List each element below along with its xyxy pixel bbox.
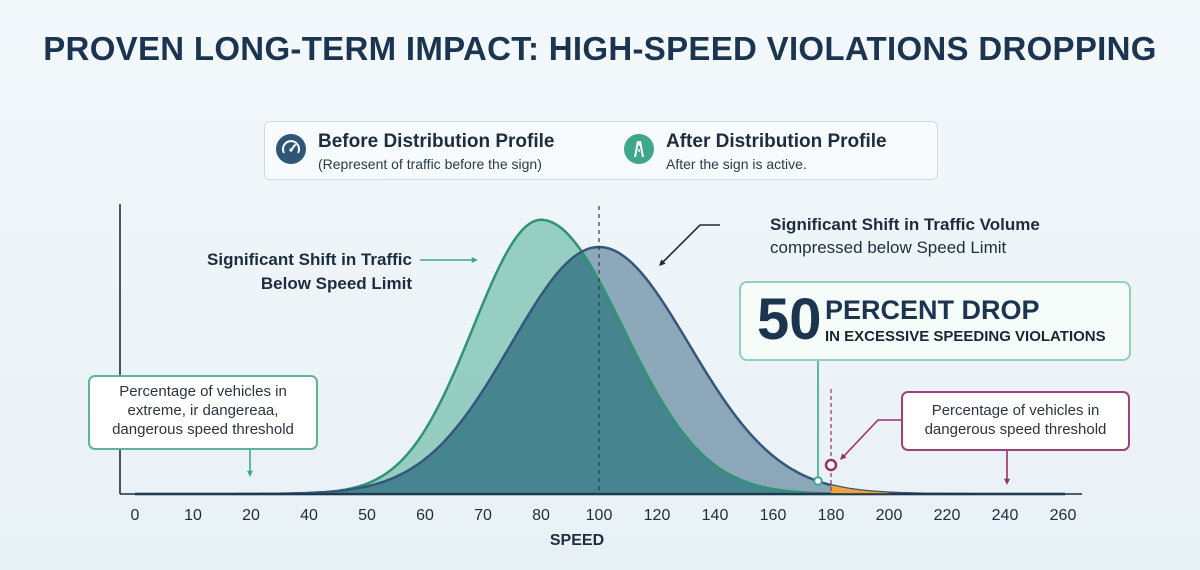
legend: Before Distribution Profile (Represent o… xyxy=(264,121,938,180)
legend-before-name: Before Distribution Profile xyxy=(318,131,555,152)
x-tick-label: 120 xyxy=(644,507,671,524)
x-tick-label: 70 xyxy=(474,507,492,524)
x-tick-label: 220 xyxy=(934,507,961,524)
left-box-arrowhead xyxy=(246,470,254,477)
x-tick-label: 40 xyxy=(300,507,318,524)
x-axis-label: SPEED xyxy=(550,532,604,549)
right-shift-arrowhead xyxy=(659,259,666,266)
legend-after-name: After Distribution Profile xyxy=(666,131,887,152)
x-tick-label: 160 xyxy=(760,507,787,524)
left-shift-arrowhead xyxy=(471,256,478,264)
x-tick-label: 50 xyxy=(358,507,376,524)
stat-line1: PERCENT DROP xyxy=(825,295,1040,325)
x-tick-label: 10 xyxy=(184,507,202,524)
x-tick-label: 240 xyxy=(992,507,1019,524)
right-box-connector xyxy=(842,419,901,458)
speedometer-icon xyxy=(276,134,306,164)
right-shift-annotation: Significant Shift in Traffic Volume comp… xyxy=(770,213,1040,259)
x-tick-label: 140 xyxy=(702,507,729,524)
x-tick-label: 100 xyxy=(586,507,613,524)
left-box-line2: extreme, ir dangereaa, xyxy=(127,402,279,419)
right-box-line2: dangerous speed threshold xyxy=(924,421,1107,438)
tail-orange xyxy=(831,400,889,494)
x-tick-label: 60 xyxy=(416,507,434,524)
legend-before-desc: (Represent of traffic before the sign) xyxy=(318,156,542,172)
after-threshold-marker xyxy=(813,476,823,486)
stat-callout: 50 PERCENT DROP IN EXCESSIVE SPEEDING VI… xyxy=(739,281,1131,361)
left-shift-annotation: Significant Shift in Traffic Below Speed… xyxy=(190,248,412,296)
x-tick-label: 0 xyxy=(131,507,140,524)
right-shift-arrow xyxy=(661,224,720,264)
right-shift-line1: Significant Shift in Traffic Volume xyxy=(770,215,1040,234)
right-info-box: Percentage of vehicles in dangerous spee… xyxy=(901,391,1130,451)
left-shift-line2: Below Speed Limit xyxy=(260,274,412,293)
right-shift-line2: compressed below Speed Limit xyxy=(770,238,1007,257)
right-box-down-arrowhead xyxy=(1003,478,1011,485)
x-tick-label: 260 xyxy=(1050,507,1077,524)
chart-title: PROVEN LONG-TERM IMPACT: HIGH-SPEED VIOL… xyxy=(43,30,1157,67)
x-tick-label: 80 xyxy=(532,507,550,524)
x-tick-label: 180 xyxy=(818,507,845,524)
overlap-area xyxy=(135,247,1065,494)
right-box-arrowhead xyxy=(840,453,847,460)
x-tick-label: 200 xyxy=(876,507,903,524)
x-tick-label: 20 xyxy=(242,507,260,524)
left-box-line3: dangerous speed threshold xyxy=(112,421,294,438)
left-box-line1: Percentage of vehicles in xyxy=(119,383,287,400)
road-icon xyxy=(624,134,654,164)
left-shift-line1: Significant Shift in Traffic xyxy=(207,250,412,269)
legend-after-desc: After the sign is active. xyxy=(666,156,807,172)
right-box-line1: Percentage of vehicles in xyxy=(931,402,1100,419)
left-info-box: Percentage of vehicles in extreme, ir da… xyxy=(88,375,318,450)
stat-line2: IN EXCESSIVE SPEEDING VIOLATIONS xyxy=(825,328,1106,345)
stat-number: 50 xyxy=(757,287,822,352)
threshold-marker xyxy=(824,458,838,472)
